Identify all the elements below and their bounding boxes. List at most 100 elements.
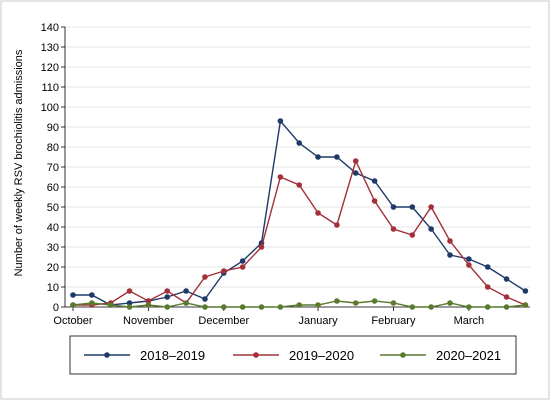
y-tick-label: 60: [47, 182, 59, 194]
data-point: [315, 210, 321, 216]
y-tick-label: 40: [47, 222, 59, 234]
data-point: [484, 284, 491, 290]
data-point: [503, 294, 510, 300]
data-point: [145, 302, 152, 308]
y-tick-label: 20: [47, 262, 59, 274]
data-point: [447, 252, 453, 258]
y-tick-label: 50: [47, 202, 59, 214]
legend-swatch-marker: [400, 352, 406, 358]
legend-swatch-marker: [104, 352, 110, 358]
data-point: [164, 304, 171, 310]
data-point: [164, 294, 171, 300]
data-point: [466, 262, 472, 268]
y-tick-label: 140: [41, 22, 59, 34]
data-point: [334, 154, 340, 160]
data-point: [409, 204, 416, 210]
data-point: [70, 292, 76, 298]
data-point: [258, 244, 265, 250]
legend: 2018–2019 2019–2020 2020–2021: [69, 335, 517, 375]
data-point: [428, 226, 434, 232]
data-point: [447, 238, 453, 244]
data-point: [315, 302, 321, 308]
data-point: [334, 222, 340, 228]
legend-box: [69, 335, 517, 375]
data-point: [89, 292, 95, 298]
y-axis-title: Number of weekly RSV brochiolitis admiss…: [13, 49, 25, 276]
legend-label: 2018–2019: [140, 348, 205, 363]
data-point: [164, 288, 171, 294]
data-point: [239, 304, 246, 310]
data-point: [221, 304, 227, 310]
data-point: [70, 302, 76, 308]
data-point: [277, 174, 284, 180]
data-point: [202, 304, 208, 310]
data-point: [409, 232, 416, 238]
y-tick-label: 70: [47, 162, 59, 174]
data-point: [145, 298, 152, 304]
legend-swatch-marker: [253, 352, 259, 358]
data-point: [352, 158, 359, 164]
y-tick-label: 30: [47, 242, 59, 254]
data-point: [126, 304, 133, 310]
legend-label: 2020–2021: [436, 348, 501, 363]
data-point: [107, 302, 114, 308]
data-point: [296, 302, 303, 308]
data-point: [296, 140, 303, 146]
data-point: [277, 118, 284, 124]
x-tick-label: February: [371, 315, 416, 327]
data-point: [126, 288, 133, 294]
data-point: [183, 300, 189, 306]
data-point: [484, 264, 491, 270]
data-point: [202, 296, 208, 302]
data-point: [221, 268, 227, 274]
x-tick-label: December: [198, 315, 249, 327]
data-point: [258, 304, 265, 310]
data-point: [334, 298, 340, 304]
data-point: [522, 302, 529, 308]
y-tick-label: 0: [53, 302, 59, 314]
legend-label: 2019–2020: [289, 348, 354, 363]
data-point: [522, 288, 529, 294]
data-point: [296, 182, 303, 188]
data-point: [503, 276, 510, 282]
data-point: [371, 178, 378, 184]
data-point: [503, 304, 510, 310]
x-tick-label: November: [123, 315, 174, 327]
x-tick-label: January: [298, 315, 338, 327]
data-point: [315, 154, 321, 160]
data-point: [447, 300, 453, 306]
x-tick-label: October: [53, 315, 92, 327]
data-point: [409, 304, 416, 310]
data-point: [89, 300, 95, 306]
y-axis-ticks: 0 10 20 30 40 50 60 70 80 90 100 110 120 130 140: [41, 22, 65, 314]
x-axis-ticks: October November December January February Ma…: [53, 307, 484, 327]
data-point: [352, 170, 359, 176]
data-point: [371, 198, 378, 204]
data-point: [428, 204, 434, 210]
data-point: [202, 274, 208, 280]
data-point: [466, 304, 472, 310]
y-tick-label: 80: [47, 142, 59, 154]
data-point: [466, 256, 472, 262]
series-group: [70, 118, 529, 310]
data-point: [239, 264, 246, 270]
data-point: [390, 204, 397, 210]
data-point: [390, 226, 397, 232]
y-tick-label: 130: [41, 42, 59, 54]
y-tick-label: 10: [47, 282, 59, 294]
data-point: [428, 304, 434, 310]
y-tick-label: 120: [41, 62, 59, 74]
data-point: [484, 304, 491, 310]
y-tick-label: 100: [41, 102, 59, 114]
data-point: [352, 300, 359, 306]
data-point: [371, 298, 378, 304]
y-tick-label: 90: [47, 122, 59, 134]
data-point: [390, 300, 397, 306]
data-point: [183, 288, 189, 294]
data-point: [126, 300, 133, 306]
data-point: [277, 304, 284, 310]
x-tick-label: March: [454, 315, 485, 327]
y-tick-label: 110: [41, 82, 59, 94]
data-point: [239, 258, 246, 264]
